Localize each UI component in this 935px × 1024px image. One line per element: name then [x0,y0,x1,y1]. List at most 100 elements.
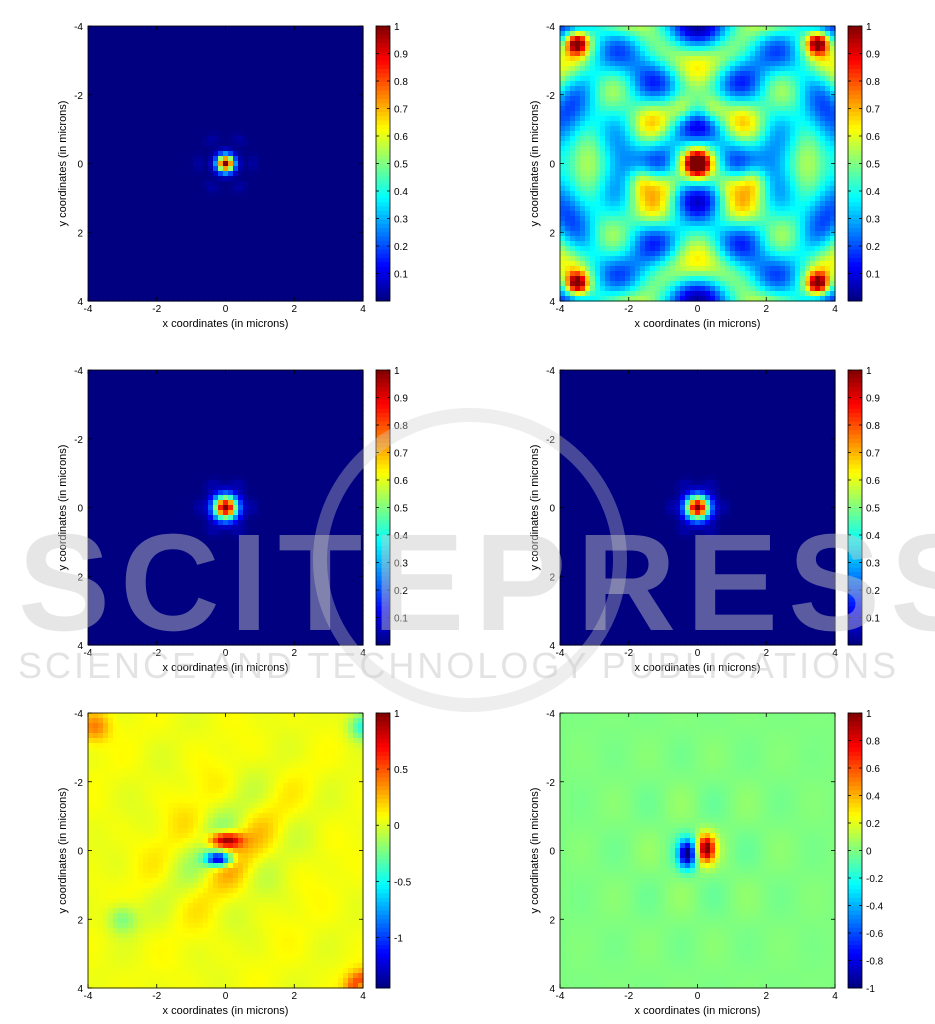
heatmap-cell [690,71,696,77]
heatmap-cell [610,86,616,92]
heatmap-cell [233,31,239,37]
heatmap-cell [303,281,309,287]
heatmap-cell [303,146,309,152]
heatmap-cell [303,256,309,262]
heatmap-cell [88,241,94,247]
heatmap-cell [665,116,671,122]
colorbar-segment [376,116,390,122]
heatmap-cell [825,71,831,77]
heatmap-cell [118,236,124,242]
heatmap-cell [328,296,334,302]
heatmap-cell [238,71,244,77]
heatmap-cell [343,271,349,277]
heatmap-cell [760,81,766,87]
heatmap-cell [800,181,806,187]
heatmap-cell [158,31,164,37]
heatmap-cell [670,106,676,112]
heatmap-cell [208,141,214,147]
heatmap-cell [570,86,576,92]
heatmap-cell [353,116,359,122]
heatmap-cell [253,51,259,57]
heatmap-cell [308,276,314,282]
heatmap-cell [248,241,254,247]
heatmap-cell [313,231,319,237]
heatmap-cell [223,281,229,287]
heatmap-cell [133,126,139,132]
heatmap-cell [343,246,349,252]
heatmap-cell [193,76,199,82]
heatmap-cell [343,131,349,137]
heatmap-cell [645,41,651,47]
heatmap-cell [740,126,746,132]
heatmap-cell [143,36,149,42]
heatmap-cell [760,36,766,42]
heatmap-cell [113,161,119,167]
heatmap-cell [348,61,354,67]
heatmap-cell [203,31,209,37]
heatmap-cell [338,181,344,187]
heatmap-cell [650,191,656,197]
heatmap-cell [815,171,821,177]
heatmap-cell [288,296,294,302]
heatmap-cell [188,106,194,112]
heatmap-cell [348,31,354,37]
heatmap-cell [118,46,124,52]
heatmap-cell [303,111,309,117]
heatmap-cell [98,71,104,77]
heatmap-cell [565,146,571,152]
heatmap-cell [103,141,109,147]
heatmap-cell [815,51,821,57]
heatmap-cell [283,31,289,37]
heatmap-cell [685,76,691,82]
heatmap-cell [690,101,696,107]
heatmap-cell [660,91,666,97]
heatmap-cell [680,71,686,77]
heatmap-cell [183,186,189,192]
heatmap-cell [830,36,836,42]
heatmap-cell [253,146,259,152]
heatmap-cell [278,26,284,32]
heatmap-cell [233,211,239,217]
heatmap-cell [238,111,244,117]
heatmap-cell [243,106,249,112]
heatmap-cell [208,81,214,87]
heatmap-cell [218,141,224,147]
heatmap-cell [338,226,344,232]
heatmap-cell [610,146,616,152]
heatmap-cell [283,156,289,162]
heatmap-cell [790,116,796,122]
heatmap-cell [228,171,234,177]
heatmap-cell [358,46,364,52]
heatmap-cell [183,206,189,212]
heatmap-cell [755,96,761,102]
heatmap-cell [620,66,626,72]
heatmap-cell [640,71,646,77]
heatmap-cell [153,116,159,122]
heatmap-cell [218,271,224,277]
heatmap-cell [780,36,786,42]
heatmap-cell [700,26,706,32]
heatmap-cell [108,251,114,257]
heatmap-cell [318,211,324,217]
colorbar-segment [376,197,390,203]
heatmap-cell [118,191,124,197]
heatmap-cell [268,71,274,77]
heatmap-cell [158,191,164,197]
heatmap-cell [98,236,104,242]
heatmap-cell [108,166,114,172]
heatmap-cell [133,41,139,47]
heatmap-cell [233,251,239,257]
heatmap-cell [820,36,826,42]
heatmap-cell [293,211,299,217]
heatmap-cell [273,86,279,92]
heatmap-cell [133,146,139,152]
heatmap-cell [138,166,144,172]
heatmap-cell [123,26,129,32]
heatmap-cell [735,76,741,82]
heatmap-cell [123,61,129,67]
heatmap-cell [308,286,314,292]
heatmap-cell [560,186,566,192]
heatmap-cell [153,191,159,197]
heatmap-cell [223,51,229,57]
heatmap-cell [323,56,329,62]
